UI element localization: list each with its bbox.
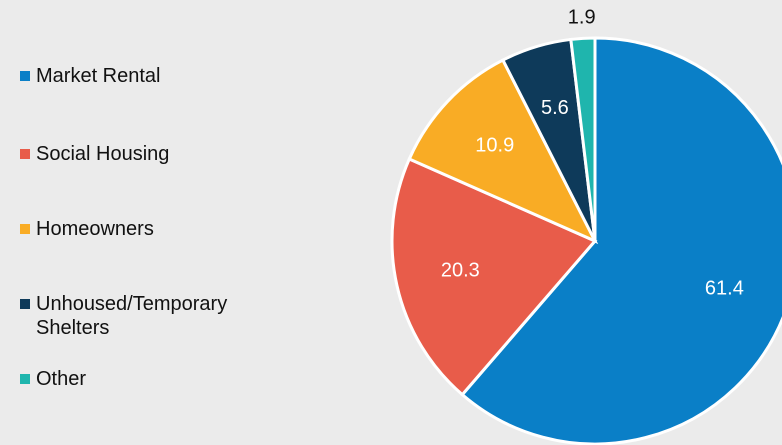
pie-slice [390,157,598,397]
legend-swatch [20,374,30,384]
pie-slice [460,36,782,445]
legend-swatch [20,149,30,159]
data-label: 5.6 [541,97,569,119]
data-label: 1.9 [568,7,596,29]
legend-item: Other [20,367,236,391]
data-label: 61.4 [705,277,744,299]
data-label: 10.9 [475,134,514,156]
legend-item: Market Rental [20,64,236,88]
legend-label: Other [36,368,87,390]
legend-label: Unhoused/Temporary Shelters [36,293,228,339]
legend-label: Social Housing [36,143,170,165]
legend-swatch [20,71,30,81]
legend-item: Social Housing [20,142,236,166]
pie-slice [407,58,599,245]
pie-slice [569,36,597,242]
legend-label: Homeowners [36,218,154,240]
legend-swatch [20,224,30,234]
data-label: 20.3 [441,260,480,282]
legend-item: Homeowners [20,217,236,241]
legend-item: Unhoused/Temporary Shelters [20,292,236,340]
legend-swatch [20,299,30,309]
legend-label: Market Rental [36,65,161,87]
